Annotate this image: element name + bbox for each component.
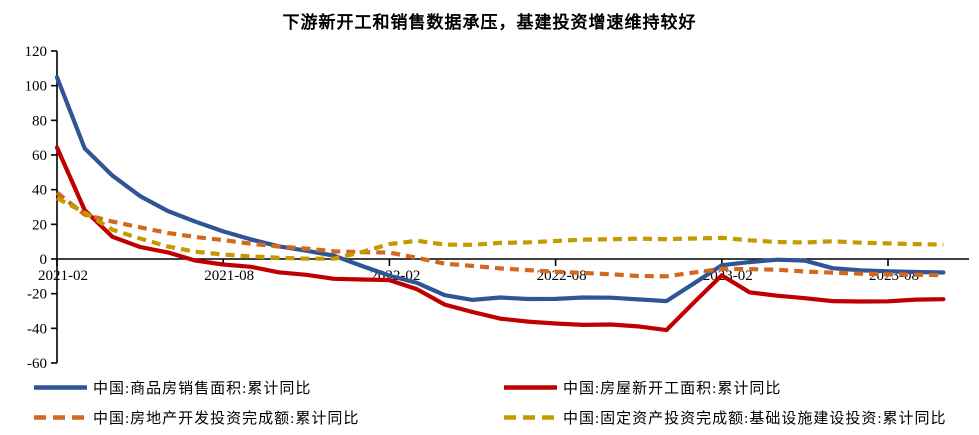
y-axis-label: 100 [25, 79, 48, 95]
y-axis-label: 20 [32, 217, 47, 233]
legend-line-icon-gold-dashed [504, 415, 557, 420]
legend-item-real-estate-dev-investment: 中国:房地产开发投资完成额:累计同比 [33, 407, 503, 428]
x-axis-label: 2021-08 [204, 268, 254, 284]
y-axis-label: 40 [32, 183, 47, 199]
y-axis-label: 80 [32, 113, 47, 129]
legend-label: 中国:房屋新开工面积:累计同比 [563, 381, 782, 397]
legend-line-icon-orange-dashed [34, 415, 87, 420]
y-axis-label: -20 [27, 287, 47, 303]
legend-item-commodity-housing-sales: 中国:商品房销售面积:累计同比 [33, 377, 503, 398]
legend: 中国:商品房销售面积:累计同比 中国:房屋新开工面积:累计同比 中国:房地产开发… [33, 377, 963, 428]
legend-item-infrastructure-investment: 中国:固定资产投资完成额:基础设施建设投资:累计同比 [503, 407, 963, 428]
legend-label: 中国:商品房销售面积:累计同比 [93, 381, 312, 397]
x-axis-label: 2021-02 [38, 268, 88, 284]
y-axis-label: 60 [32, 148, 47, 164]
legend-line-icon-blue-solid [34, 385, 87, 390]
chart-title: 下游新开工和销售数据承压，基建投资增速维持较好 [282, 13, 697, 32]
y-axis-label: -40 [27, 321, 47, 337]
series-line-1 [54, 145, 946, 333]
legend-label: 中国:固定资产投资完成额:基础设施建设投资:累计同比 [563, 411, 947, 427]
legend-label: 中国:房地产开发投资完成额:累计同比 [93, 411, 360, 427]
series-line-2 [55, 190, 944, 279]
series-line-0 [54, 75, 946, 304]
legend-item-housing-new-starts: 中国:房屋新开工面积:累计同比 [503, 377, 963, 398]
series-line-3 [56, 196, 944, 261]
y-axis-label: -60 [27, 356, 47, 372]
y-axis-label: 120 [25, 44, 48, 60]
y-axis-label: 0 [40, 252, 48, 268]
legend-line-icon-red-solid [504, 385, 557, 390]
